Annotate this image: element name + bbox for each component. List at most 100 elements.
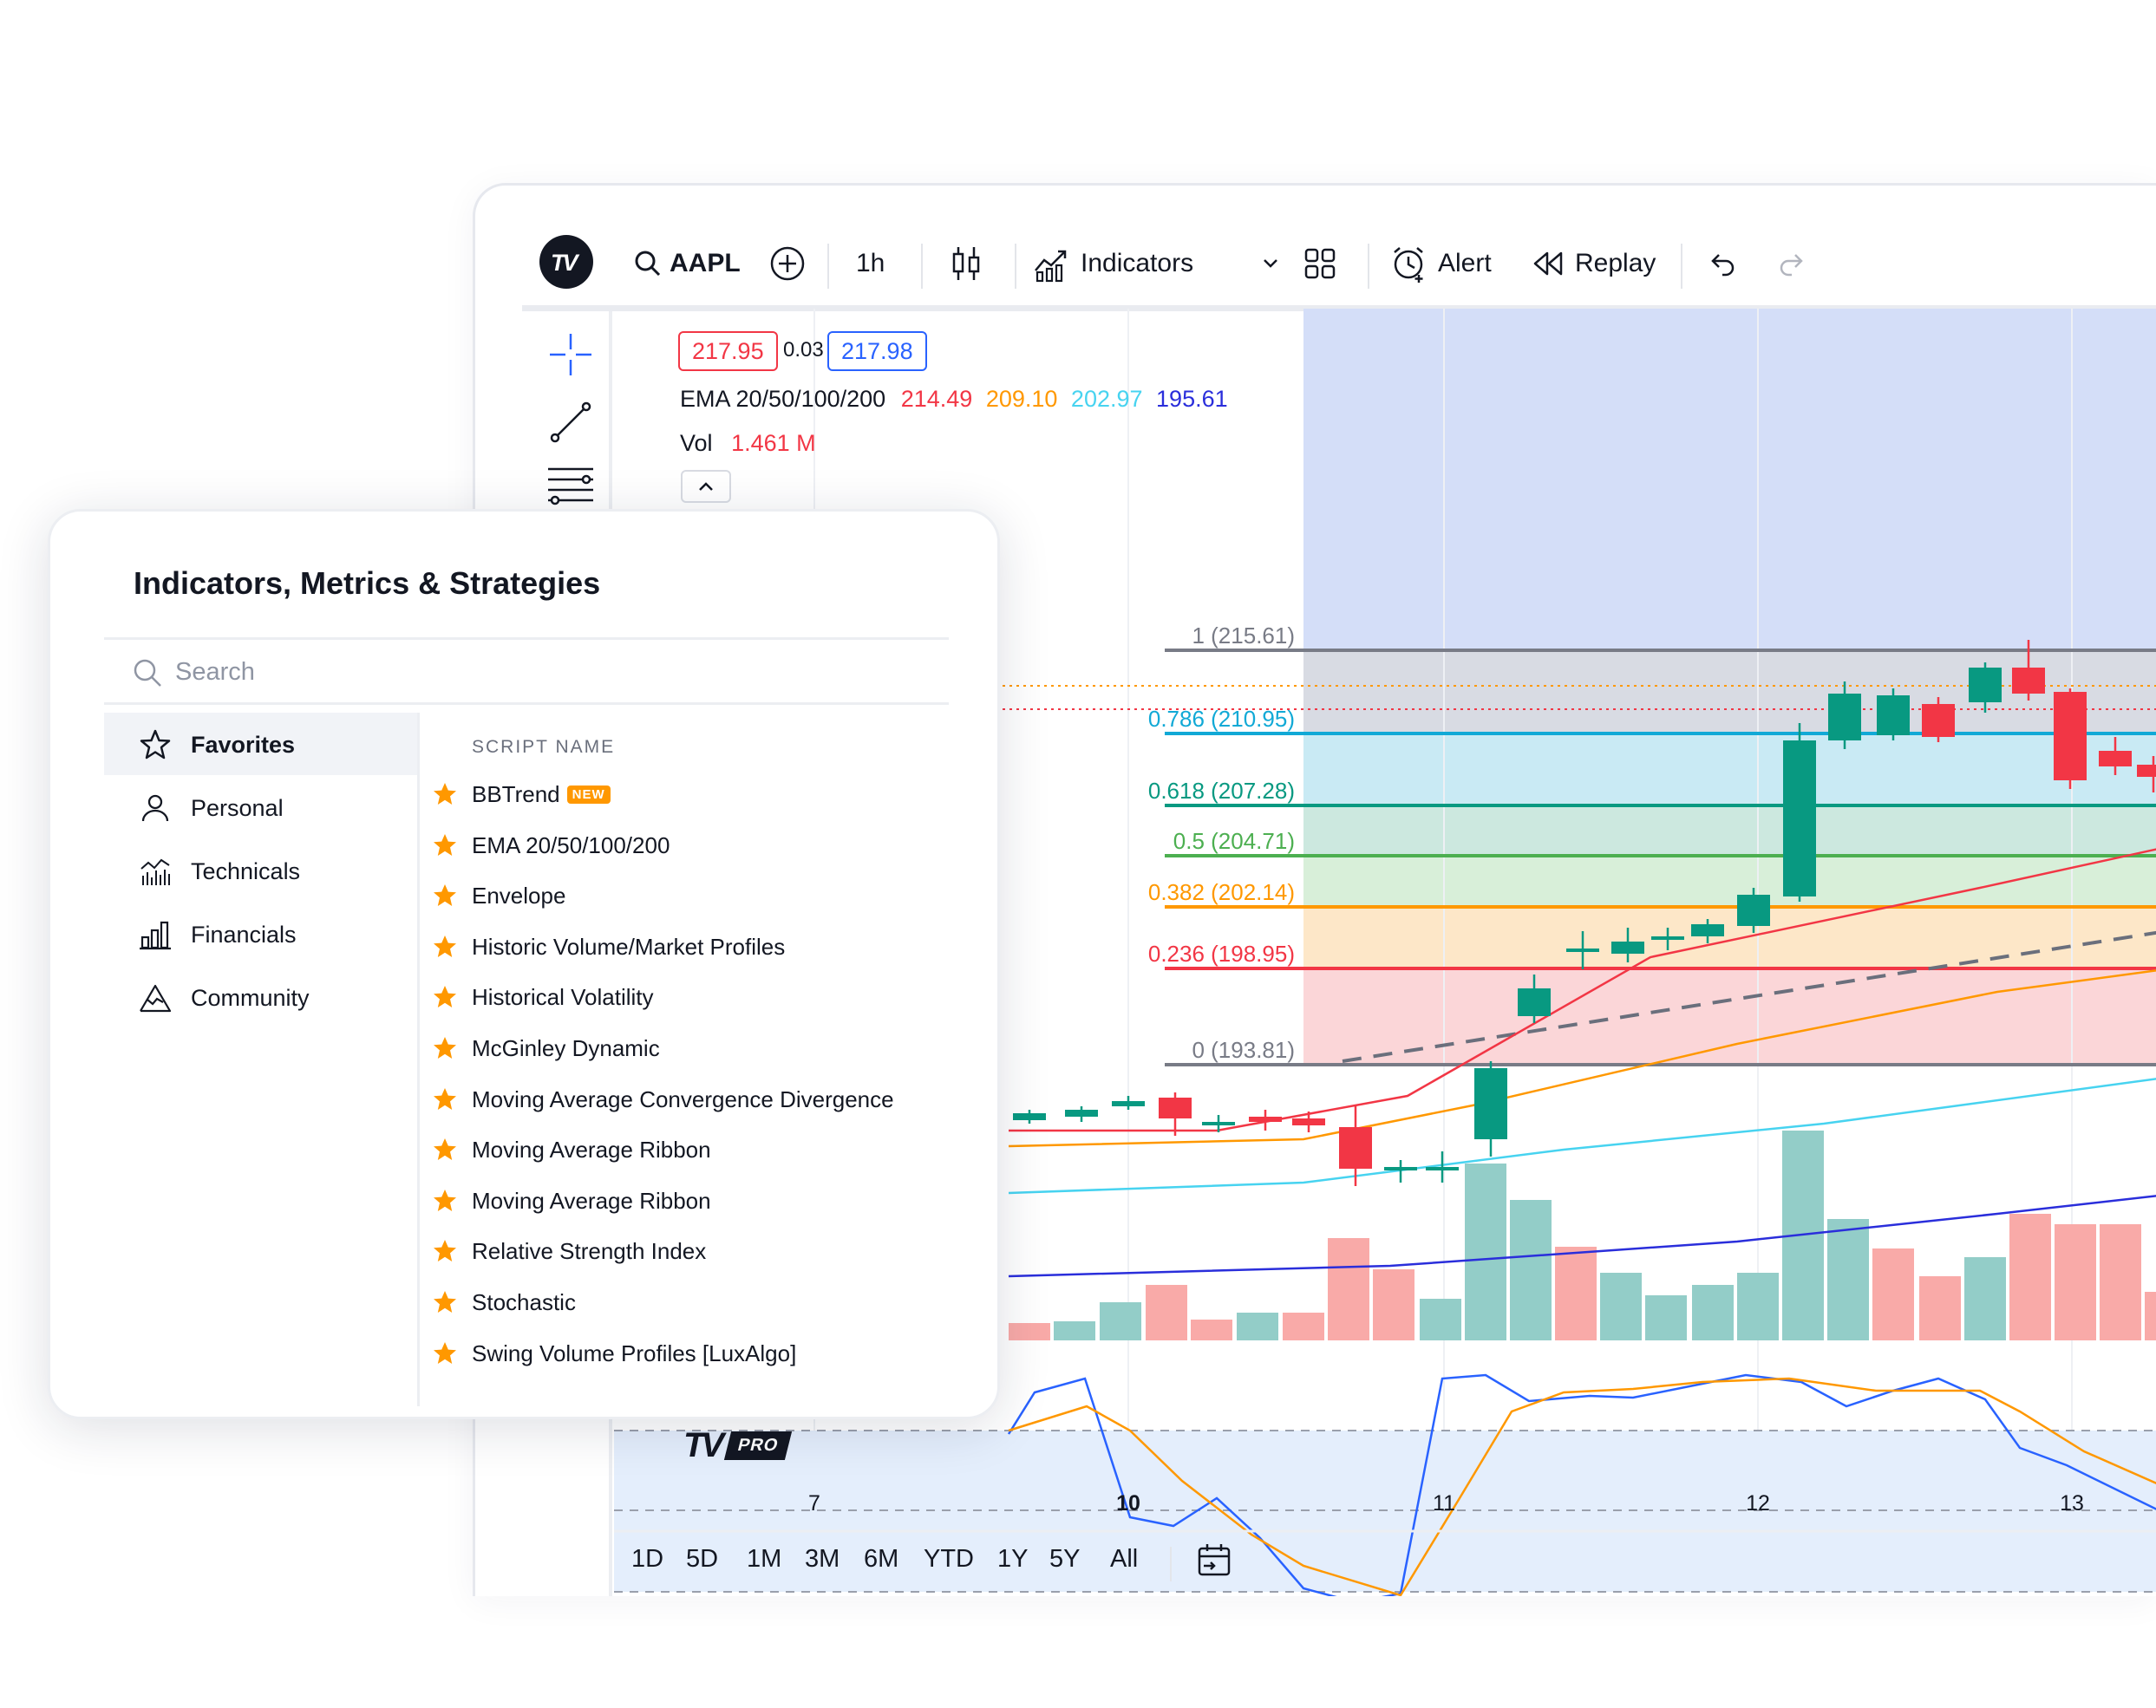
chart-pane[interactable]: 1 (215.61) 0.786 (210.95) 0.618 (207.28) 0.… — [614, 309, 2156, 1596]
range-5d[interactable]: 5D — [686, 1545, 719, 1573]
crosshair-icon[interactable] — [548, 332, 593, 377]
script-row[interactable]: Envelope — [432, 875, 987, 925]
alert-button[interactable]: Alert — [1389, 225, 1492, 303]
volume-bar — [2145, 1292, 2156, 1340]
script-row[interactable]: Moving Average Ribbon — [432, 1180, 987, 1230]
star-filled-icon[interactable] — [432, 1340, 458, 1366]
fib-zone — [1303, 968, 2156, 1065]
script-name: Historic Volume/Market Profiles — [472, 933, 786, 960]
range-all[interactable]: All — [1110, 1545, 1139, 1573]
fib-extension-zone — [1303, 309, 2156, 650]
script-row[interactable]: EMA 20/50/100/200 — [432, 825, 987, 875]
range-6m[interactable]: 6M — [864, 1545, 899, 1573]
ema-line — [1008, 1078, 2156, 1195]
script-row[interactable]: Moving Average Ribbon — [432, 1129, 987, 1179]
range-ytd[interactable]: YTD — [924, 1545, 974, 1573]
go-to-date-calendar-icon[interactable] — [1195, 1542, 1235, 1581]
ask-price-box[interactable]: 217.98 — [827, 331, 927, 371]
ema-legend[interactable]: EMA 20/50/100/200 214.49 209.10 202.97 1… — [680, 386, 1228, 413]
star-filled-icon[interactable] — [432, 1238, 458, 1264]
star-filled-icon[interactable] — [432, 934, 458, 960]
category-financials[interactable]: Financials — [104, 903, 417, 965]
indicator-search-input[interactable]: Search — [104, 637, 949, 705]
undo-button[interactable] — [1707, 225, 1738, 303]
layout-button[interactable] — [1303, 225, 1337, 303]
ema-line — [1008, 969, 2156, 1148]
range-1y[interactable]: 1Y — [997, 1545, 1029, 1573]
fib-zone — [1303, 733, 2156, 805]
chart-type-button[interactable] — [949, 225, 983, 303]
volume-bar — [1964, 1257, 2006, 1340]
trend-line-icon[interactable] — [548, 400, 593, 445]
script-name: Stochastic — [472, 1289, 576, 1315]
redo-button[interactable] — [1776, 225, 1807, 303]
script-row[interactable]: Historical Volatility — [432, 976, 987, 1027]
category-technicals[interactable]: Technicals — [104, 839, 417, 902]
price-chart[interactable]: 1 (215.61) 0.786 (210.95) 0.618 (207.28) 0.… — [614, 309, 2156, 1596]
toolbar-divider — [1681, 244, 1682, 289]
volume-bar — [2055, 1224, 2096, 1340]
script-row[interactable]: Stochastic — [432, 1281, 987, 1332]
collapse-legend-button[interactable] — [681, 470, 731, 503]
volume-bar — [1465, 1164, 1506, 1340]
alarm-clock-icon — [1394, 247, 1423, 283]
candle-body — [1249, 1117, 1282, 1122]
time-axis-tick-label: 12 — [1746, 1491, 1770, 1516]
candle-body — [1651, 936, 1684, 940]
volume-bar — [1827, 1219, 1869, 1340]
star-filled-icon[interactable] — [432, 984, 458, 1010]
candle-body — [1065, 1110, 1098, 1117]
ema-100-value: 202.97 — [1070, 386, 1143, 412]
bid-price-box[interactable]: 217.95 — [678, 331, 778, 371]
volume-legend[interactable]: Vol 1.461 M — [680, 430, 816, 457]
star-filled-icon[interactable] — [432, 1188, 458, 1214]
fib-retracement-icon[interactable] — [546, 464, 595, 505]
category-personal[interactable]: Personal — [104, 776, 417, 838]
volume-bar — [1600, 1273, 1642, 1340]
range-3m[interactable]: 3M — [805, 1545, 840, 1573]
symbol-search-button[interactable]: AAPL — [633, 225, 741, 303]
script-row[interactable]: Moving Average Convergence Divergence — [432, 1079, 987, 1129]
toolbar-divider — [827, 244, 829, 289]
alert-label: Alert — [1438, 249, 1492, 277]
candle-body — [1013, 1113, 1046, 1120]
star-filled-icon[interactable] — [432, 1086, 458, 1112]
pro-badge: PRO — [724, 1431, 793, 1460]
script-row[interactable]: McGinley Dynamic — [432, 1027, 987, 1078]
volume-bar — [2100, 1224, 2141, 1340]
indicator-templates-dropdown[interactable] — [1261, 225, 1280, 303]
script-row[interactable]: Relative Strength Index — [432, 1230, 987, 1281]
star-filled-icon[interactable] — [432, 883, 458, 909]
star-filled-icon[interactable] — [432, 1137, 458, 1163]
tv-logo-mark: TV — [683, 1425, 724, 1464]
script-name: Relative Strength Index — [472, 1238, 707, 1265]
range-divider — [1170, 1547, 1172, 1581]
user-icon — [141, 794, 169, 822]
star-filled-icon[interactable] — [432, 832, 458, 858]
script-row[interactable]: Swing Volume Profiles [LuxAlgo] — [432, 1333, 987, 1383]
range-5y[interactable]: 5Y — [1049, 1545, 1081, 1573]
fib-level-label: 0.786 (210.95) — [1148, 706, 1295, 732]
bar-chart-icon — [140, 921, 171, 950]
range-1m[interactable]: 1M — [747, 1545, 782, 1573]
candle-body — [1691, 924, 1724, 936]
replay-button[interactable]: Replay — [1532, 225, 1656, 303]
script-row[interactable]: Historic Volume/Market Profiles — [432, 926, 987, 976]
volume-bar — [1146, 1285, 1187, 1340]
candle-body — [1922, 704, 1955, 737]
star-filled-icon[interactable] — [432, 1289, 458, 1315]
category-favorites[interactable]: Favorites — [104, 713, 417, 775]
category-label: Personal — [191, 795, 284, 821]
star-filled-icon[interactable] — [432, 1035, 458, 1061]
tradingview-logo[interactable]: TV — [539, 235, 593, 289]
star-filled-icon[interactable] — [432, 781, 458, 807]
category-label: Favorites — [191, 732, 296, 758]
category-community[interactable]: Community — [104, 966, 417, 1028]
indicators-button[interactable]: Indicators — [1032, 225, 1193, 303]
interval-button[interactable]: 1h — [856, 225, 885, 303]
candle-body — [2099, 751, 2132, 766]
range-1d[interactable]: 1D — [631, 1545, 664, 1573]
ema-line — [1008, 1195, 2156, 1278]
script-row[interactable]: BBTrend NEW — [432, 773, 987, 824]
compare-symbol-button[interactable] — [768, 225, 807, 303]
